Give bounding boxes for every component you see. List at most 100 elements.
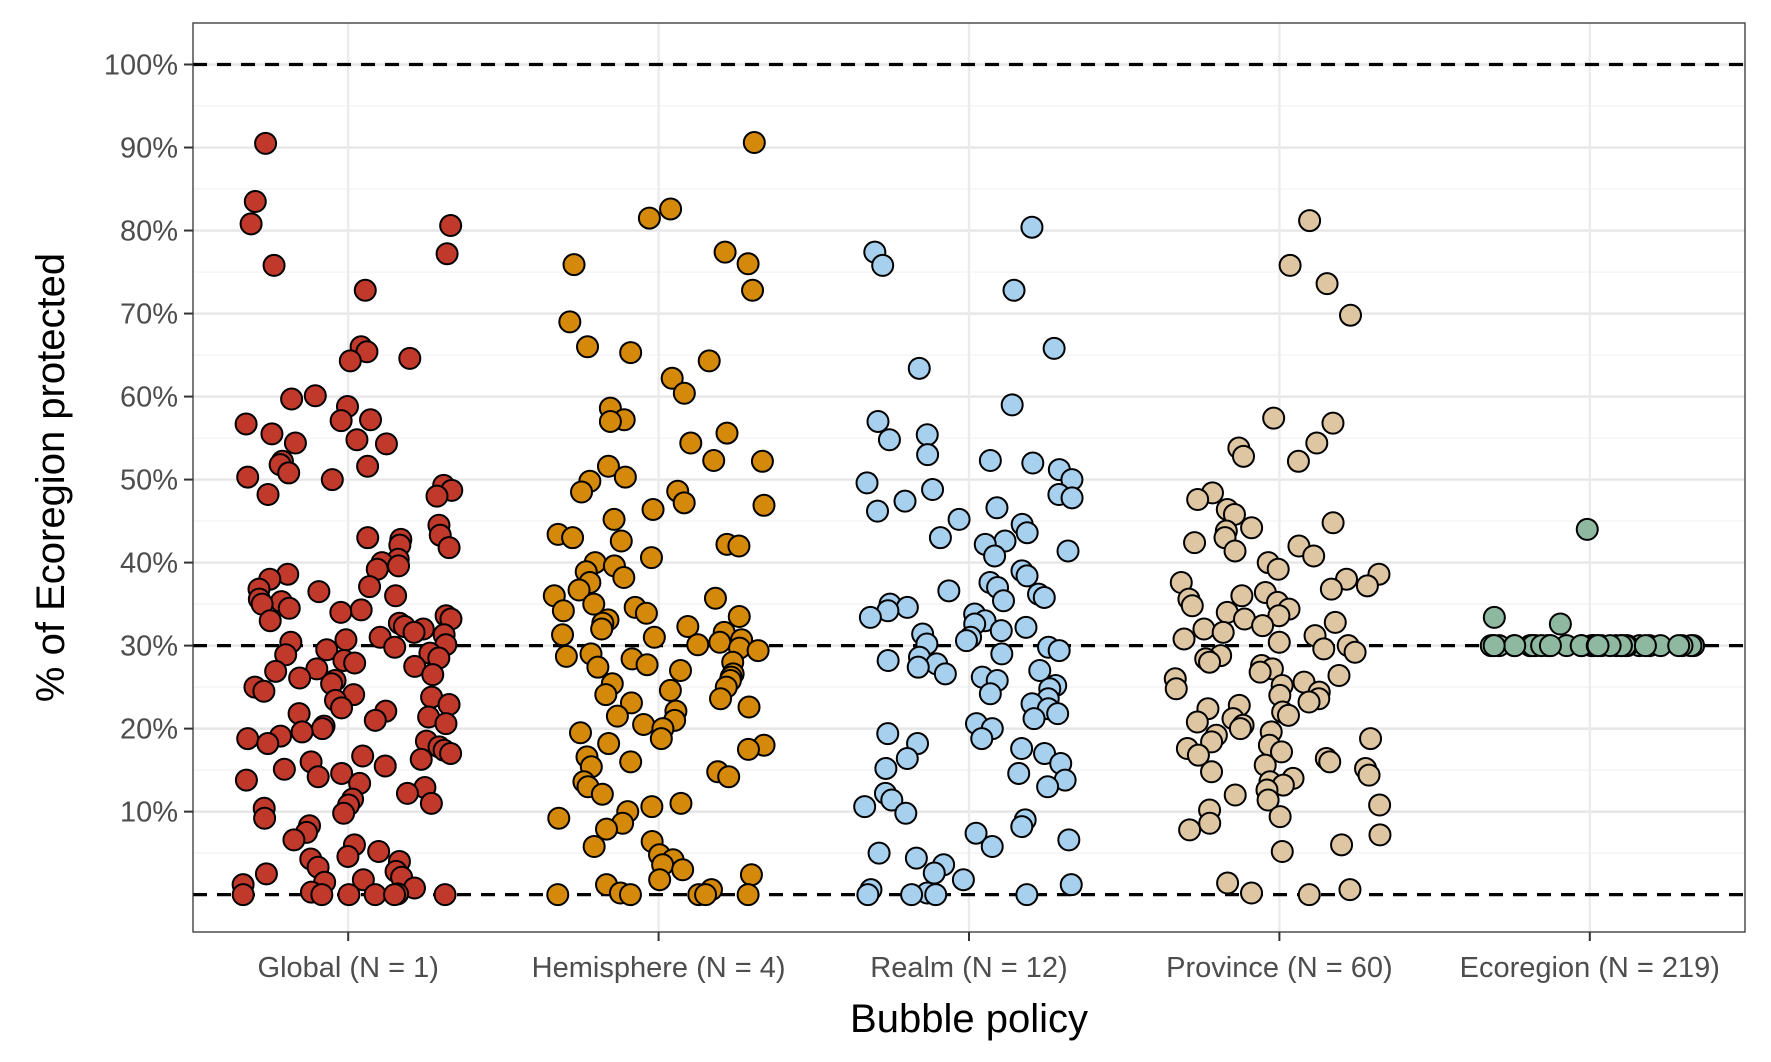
data-point <box>356 526 380 550</box>
data-point <box>262 253 286 277</box>
data-point <box>991 589 1015 613</box>
data-point <box>906 655 930 679</box>
data-point <box>363 708 387 732</box>
data-point <box>1021 451 1045 475</box>
data-point <box>1321 511 1345 535</box>
data-point <box>964 821 988 845</box>
data-point <box>367 839 391 863</box>
data-point <box>858 605 882 629</box>
data-point <box>256 732 280 756</box>
data-point <box>586 655 610 679</box>
data-point <box>384 584 408 608</box>
data-point <box>1200 760 1224 784</box>
data-point <box>351 868 375 892</box>
data-point <box>1056 539 1080 563</box>
data-point <box>750 449 774 473</box>
data-point <box>1002 278 1026 302</box>
data-point <box>330 761 354 785</box>
data-point <box>253 806 277 830</box>
data-point <box>639 546 663 570</box>
data-point <box>642 625 666 649</box>
data-point <box>402 620 426 644</box>
data-point <box>634 601 658 625</box>
data-point <box>290 720 314 744</box>
data-point <box>239 212 263 236</box>
data-point <box>1586 634 1610 658</box>
data-point <box>1223 539 1247 563</box>
data-point <box>1338 303 1362 327</box>
data-point <box>978 448 1002 472</box>
data-point <box>310 717 334 741</box>
data-points <box>231 131 1706 907</box>
data-point <box>1172 627 1196 651</box>
data-point <box>1185 710 1209 734</box>
data-point <box>1028 659 1052 683</box>
data-point <box>1343 640 1367 664</box>
data-point <box>582 592 606 616</box>
data-point <box>876 649 900 673</box>
data-point <box>679 431 703 455</box>
x-tick-label: Realm (N = 12) <box>870 952 1067 984</box>
data-point <box>1164 677 1188 701</box>
y-tick-label: 50% <box>120 465 178 497</box>
x-tick-label: Global (N = 1) <box>258 952 439 984</box>
data-point <box>568 721 592 745</box>
data-point <box>1482 634 1506 658</box>
data-point <box>435 242 459 266</box>
data-point <box>1178 818 1202 842</box>
data-point <box>395 781 419 805</box>
data-point <box>383 635 407 659</box>
data-point <box>345 428 369 452</box>
data-point <box>676 615 700 639</box>
data-point <box>871 253 895 277</box>
data-point <box>1192 617 1216 641</box>
data-point <box>916 443 940 467</box>
data-point <box>546 883 570 907</box>
data-point <box>1327 663 1351 687</box>
data-point <box>876 722 900 746</box>
data-point <box>349 598 373 622</box>
data-point <box>853 795 877 819</box>
data-point <box>1312 637 1336 661</box>
y-tick-label: 80% <box>120 216 178 248</box>
data-point <box>746 639 770 663</box>
y-tick-label: 100% <box>104 50 178 82</box>
data-point <box>619 750 643 774</box>
data-point <box>1228 717 1252 741</box>
data-point <box>649 727 673 751</box>
data-point <box>554 644 578 668</box>
data-point <box>928 526 952 550</box>
data-point <box>609 529 633 553</box>
data-point <box>332 801 356 825</box>
data-point <box>336 844 360 868</box>
data-point <box>596 454 620 478</box>
data-point <box>894 801 918 825</box>
data-point <box>907 356 931 380</box>
data-point <box>277 596 301 620</box>
y-axis: 10% 20% 30% 40% 50% 60% 70% 80% 90% 100% <box>104 50 193 829</box>
data-point <box>1007 761 1031 785</box>
data-point <box>303 384 327 408</box>
data-point <box>1538 634 1562 658</box>
data-point <box>1266 557 1290 581</box>
data-point <box>856 883 880 907</box>
data-point <box>635 653 659 677</box>
data-point <box>660 366 684 390</box>
y-tick-label: 60% <box>120 382 178 414</box>
data-point <box>1270 740 1294 764</box>
data-point <box>1251 614 1275 638</box>
data-point <box>1355 574 1379 598</box>
data-point <box>337 883 361 907</box>
data-point <box>358 575 382 599</box>
data-point <box>419 791 443 815</box>
data-point <box>1321 411 1345 435</box>
data-point <box>1278 253 1302 277</box>
y-tick-label: 90% <box>120 133 178 165</box>
data-point <box>1180 594 1204 618</box>
data-point <box>1357 763 1381 787</box>
data-point <box>641 497 665 521</box>
y-tick-label: 20% <box>120 714 178 746</box>
data-point <box>640 795 664 819</box>
data-point <box>1262 406 1286 430</box>
